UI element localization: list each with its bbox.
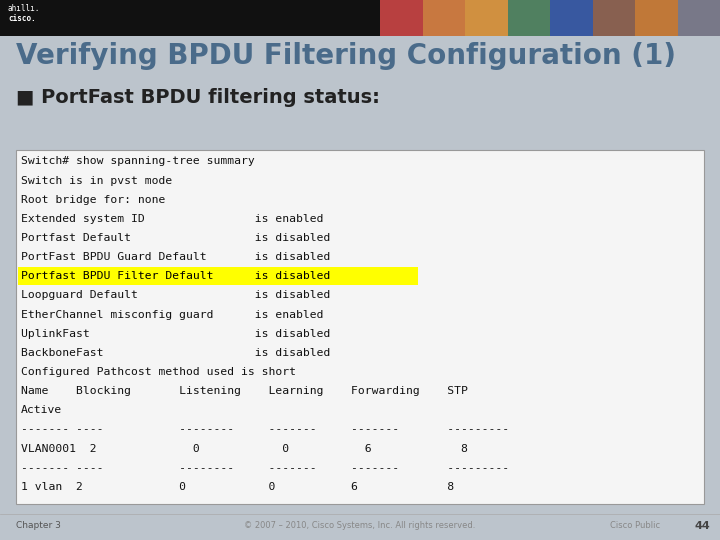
Text: Name    Blocking       Listening    Learning    Forwarding    STP: Name Blocking Listening Learning Forward… <box>21 386 468 396</box>
Text: VLAN0001  2              0            0           6             8: VLAN0001 2 0 0 6 8 <box>21 443 468 454</box>
Text: ------- ----           --------     -------     -------       ---------: ------- ---- -------- ------- ------- --… <box>21 463 509 472</box>
Text: EtherChannel misconfig guard      is enabled: EtherChannel misconfig guard is enabled <box>21 309 323 320</box>
Text: Portfast Default                  is disabled: Portfast Default is disabled <box>21 233 330 243</box>
Text: Cisco Public: Cisco Public <box>610 522 660 530</box>
Text: cisco.: cisco. <box>8 14 36 23</box>
Text: 1 vlan  2              0            0           6             8: 1 vlan 2 0 0 6 8 <box>21 482 454 492</box>
Text: Switch# show spanning-tree summary: Switch# show spanning-tree summary <box>21 157 255 166</box>
Text: Configured Pathcost method used is short: Configured Pathcost method used is short <box>21 367 296 377</box>
Bar <box>593 0 635 36</box>
Text: Root bridge for: none: Root bridge for: none <box>21 195 166 205</box>
Text: ■ PortFast BPDU filtering status:: ■ PortFast BPDU filtering status: <box>16 88 380 107</box>
Bar <box>465 0 508 36</box>
Text: © 2007 – 2010, Cisco Systems, Inc. All rights reserved.: © 2007 – 2010, Cisco Systems, Inc. All r… <box>244 522 476 530</box>
Bar <box>635 0 678 36</box>
Bar <box>550 0 593 36</box>
Text: 44: 44 <box>694 521 710 531</box>
Text: Verifying BPDU Filtering Configuration (1): Verifying BPDU Filtering Configuration (… <box>16 42 676 70</box>
Text: Active: Active <box>21 405 62 415</box>
Bar <box>423 0 465 36</box>
Text: ------- ----           --------     -------     -------       ---------: ------- ---- -------- ------- ------- --… <box>21 424 509 434</box>
Text: UplinkFast                        is disabled: UplinkFast is disabled <box>21 329 330 339</box>
Text: ahıllı.: ahıllı. <box>8 4 40 13</box>
Bar <box>18 267 418 285</box>
Text: Loopguard Default                 is disabled: Loopguard Default is disabled <box>21 291 330 300</box>
Bar <box>508 0 550 36</box>
Bar <box>0 0 720 36</box>
Text: BackboneFast                      is disabled: BackboneFast is disabled <box>21 348 330 358</box>
Text: Extended system ID                is enabled: Extended system ID is enabled <box>21 214 323 224</box>
Text: PortFast BPDU Guard Default       is disabled: PortFast BPDU Guard Default is disabled <box>21 252 330 262</box>
Bar <box>380 0 423 36</box>
Bar <box>678 0 720 36</box>
Text: Switch is in pvst mode: Switch is in pvst mode <box>21 176 172 186</box>
Text: Chapter 3: Chapter 3 <box>16 522 61 530</box>
Text: Portfast BPDU Filter Default      is disabled: Portfast BPDU Filter Default is disabled <box>21 271 330 281</box>
Bar <box>16 150 704 504</box>
